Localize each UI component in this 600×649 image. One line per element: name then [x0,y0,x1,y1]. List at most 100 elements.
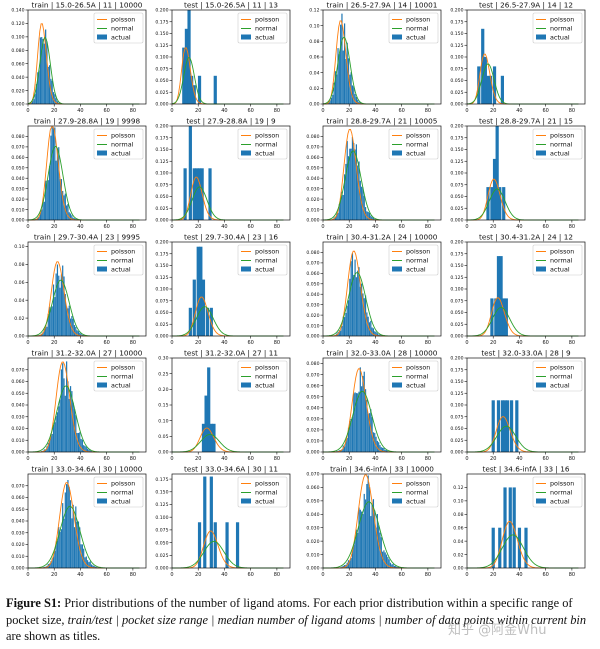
histogram-bar [371,327,373,336]
histogram-bar [343,446,346,452]
y-tick-label: 0.050 [155,194,168,200]
histogram-bar [68,212,70,220]
subplot-19: train | 34.6-infA | 33 | 10000 0 20 40 60 80 0… [306,465,442,578]
legend-normal-label: normal [406,257,429,265]
x-tick-label: 40 [77,108,83,114]
y-tick-label: 0.050 [450,310,463,316]
legend-actual-label: actual [550,382,570,390]
y-tick-label: 0.175 [450,19,463,25]
y-tick-label: 0.200 [155,240,168,246]
y-tick-label: 0.000 [11,218,24,224]
subplot-title: test | 33.0-34.6A | 30 | 11 [184,465,278,474]
histogram-bar [371,504,373,568]
histogram-bar [31,101,34,104]
y-tick-label: 0.010 [306,552,319,558]
x-tick-label: 20 [195,340,201,346]
normal-curve [466,188,579,221]
histogram-bars [201,367,216,452]
histogram-bar [47,180,49,220]
histogram-bar [54,297,56,336]
y-tick-label: 0.000 [450,450,463,456]
histogram-bar [37,72,39,104]
subplot-title: train | 32.0-33.0A | 28 | 10000 [327,349,438,358]
legend-poisson-label: poisson [550,248,574,256]
histogram-bar [51,558,53,568]
y-tick-label: 0.040 [11,519,24,525]
x-tick-label: 80 [425,456,431,462]
x-tick-label: 40 [372,108,378,114]
histogram-bar [83,445,85,452]
y-tick-label: 0.060 [11,495,24,501]
legend-poisson-label: poisson [111,364,135,372]
legend-actual-label: actual [111,34,131,42]
normal-curve [171,306,284,337]
legend-poisson-label: poisson [406,132,430,140]
x-tick-label: 40 [77,572,83,578]
y-tick-label: 0.125 [155,502,168,508]
legend-actual-swatch [392,266,402,272]
histogram-bar [361,386,363,452]
y-tick-label: 0.020 [306,197,319,203]
y-tick-label: 0.150 [155,147,168,153]
legend-poisson-label: poisson [406,16,430,24]
y-tick-label: 0.070 [306,472,319,478]
subplot-15: train | 32.0-33.0A | 28 | 10000 0 20 40 60 80… [306,349,442,462]
legend-actual-swatch [392,150,402,156]
x-tick-label: 20 [490,340,496,346]
legend-actual-label: actual [255,34,275,42]
histogram-bar [354,94,356,104]
x-tick-label: 0 [26,224,29,230]
histogram-bar [75,218,77,220]
histogram-bar [343,174,346,220]
histogram-bar [190,75,194,104]
plot-frame [322,473,442,569]
histogram-bar [364,389,367,452]
histogram-bar [383,447,385,452]
y-tick-label: 0.000 [306,566,319,572]
legend-actual-label: actual [111,150,131,158]
histogram-bar [363,298,365,336]
histogram-bar [59,399,61,452]
figure-grid: train | 15.0-26.5A | 11 | 10000 0 20 40 60 80… [11,1,586,578]
histogram-bar [357,393,359,452]
legend-actual-label: actual [550,34,570,42]
x-tick-label: 80 [569,572,575,578]
histogram-bar [496,400,501,452]
histogram-bar [67,479,69,568]
x-tick-label: 40 [516,224,522,230]
histogram-bar [353,142,355,220]
histogram-bar [347,300,350,336]
y-tick-label: 0.200 [450,124,463,130]
y-tick-label: 0.000 [11,450,24,456]
caption-label: Figure S1: [6,596,62,610]
legend-actual-label: actual [406,34,426,42]
y-tick-label: 0.10 [453,499,463,505]
histogram-bar [375,331,377,336]
histogram-bar [496,256,501,336]
subplot-16: test | 32.0-33.0A | 28 | 9 0 20 40 60 80 0.000… [450,349,586,462]
histogram-bars [197,476,240,568]
histogram-bar [346,437,348,452]
x-tick-label: 40 [372,572,378,578]
x-tick-label: 0 [170,108,173,114]
y-tick-label: 0.100 [155,515,168,521]
histogram-bar [351,253,354,336]
legend-actual-swatch [241,34,251,40]
histogram-bar [364,499,367,568]
y-tick-label: 0.075 [155,66,168,72]
y-tick-label: 0.050 [11,507,24,513]
histogram-bar [384,552,386,568]
histogram-bar [35,84,38,104]
histogram-bar [367,211,369,220]
x-tick-label: 40 [221,456,227,462]
legend-actual-swatch [392,498,402,504]
caption-text-2: are shown as titles. [6,629,101,643]
y-tick-label: 0.050 [155,78,168,84]
subplot-14: test | 31.2-32.0A | 27 | 11 0 20 40 60 80 0.00… [158,349,291,462]
y-tick-label: 0.00 [309,102,319,108]
x-tick-label: 0 [465,456,468,462]
x-tick-label: 80 [274,108,280,114]
legend-poisson-label: poisson [255,132,279,140]
